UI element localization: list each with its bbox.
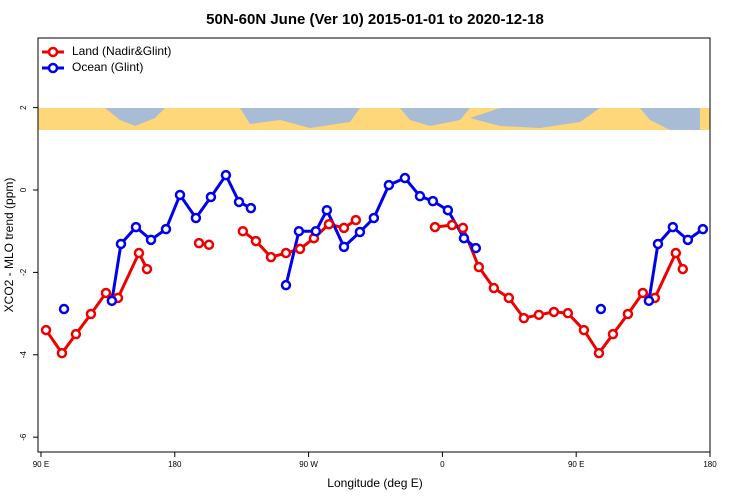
point (174, 189, 186, 201)
point (429, 221, 441, 233)
point (338, 222, 350, 234)
point (145, 234, 157, 246)
y-axis-label: XCO2 - MLO trend (ppm) (2, 178, 16, 313)
point (643, 295, 655, 307)
y-tick-label: 2 (19, 105, 28, 110)
point (220, 169, 232, 181)
y-tick-label: -6 (19, 433, 28, 441)
point (470, 242, 482, 254)
point (503, 292, 515, 304)
point (670, 247, 682, 259)
point (133, 247, 145, 259)
point (106, 295, 118, 307)
point (458, 232, 470, 244)
legend-label: Ocean (Glint) (72, 60, 143, 74)
point (293, 225, 305, 237)
point (637, 287, 649, 299)
point (697, 223, 709, 235)
legend: Land (Nadir&Glint) Ocean (Glint) (42, 44, 171, 74)
point (473, 261, 485, 273)
series-line (110, 172, 704, 302)
point (294, 243, 306, 255)
plot-frame (37, 37, 711, 453)
point (58, 303, 70, 315)
point (368, 212, 380, 224)
point (190, 212, 202, 224)
point (323, 218, 335, 230)
map-band (38, 108, 710, 130)
point (130, 221, 142, 233)
y-tick-label: -4 (19, 351, 28, 359)
point (280, 247, 292, 259)
point (280, 279, 292, 291)
x-axis-label: Longitude (deg E) (327, 476, 422, 490)
point (203, 239, 215, 251)
point (193, 237, 205, 249)
point (622, 308, 634, 320)
point (667, 221, 679, 233)
point (100, 287, 112, 299)
point (160, 223, 172, 235)
legend-marker (47, 46, 59, 58)
point (233, 196, 245, 208)
point (338, 241, 350, 253)
point (442, 204, 454, 216)
point (593, 347, 605, 359)
point (70, 328, 82, 340)
point (677, 263, 689, 275)
point (533, 309, 545, 321)
point (518, 312, 530, 324)
point (321, 204, 333, 216)
point (354, 226, 366, 238)
point (141, 263, 153, 275)
x-tick-label: 90 E (568, 460, 584, 469)
chart-title: 50N-60N June (Ver 10) 2015-01-01 to 2020… (206, 11, 544, 28)
x-tick-label: 90 W (299, 460, 318, 469)
point (350, 214, 362, 226)
y-tick-label: -2 (19, 268, 28, 276)
point (607, 328, 619, 340)
point (56, 347, 68, 359)
x-tick-label: 0 (440, 460, 445, 469)
point (457, 222, 469, 234)
x-tick-label: 90 E (33, 460, 49, 469)
point (245, 202, 257, 214)
point (205, 191, 217, 203)
point (85, 308, 97, 320)
point (488, 282, 500, 294)
point (310, 225, 322, 237)
point (562, 307, 574, 319)
point (399, 172, 411, 184)
point (595, 303, 607, 315)
point (383, 179, 395, 191)
point (548, 306, 560, 318)
point (237, 225, 249, 237)
point (115, 238, 127, 250)
point (682, 234, 694, 246)
point (652, 238, 664, 250)
point (265, 251, 277, 263)
point (578, 324, 590, 336)
legend-marker (47, 62, 59, 74)
point (40, 324, 52, 336)
point (250, 235, 262, 247)
point (446, 219, 458, 231)
x-tick-label: 180 (168, 460, 182, 469)
x-tick-label: 180 (703, 460, 717, 469)
point (427, 195, 439, 207)
point (414, 190, 426, 202)
y-tick-label: 0 (19, 187, 28, 192)
legend-label: Land (Nadir&Glint) (72, 44, 171, 58)
